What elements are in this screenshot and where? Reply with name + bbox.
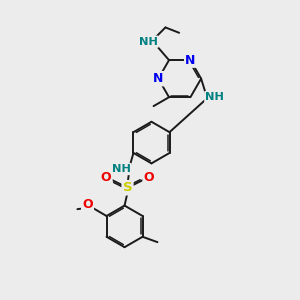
- Text: S: S: [123, 181, 132, 194]
- Text: O: O: [144, 171, 154, 184]
- Text: NH: NH: [206, 92, 224, 102]
- Text: N: N: [185, 54, 196, 67]
- Text: N: N: [153, 72, 164, 85]
- Text: NH: NH: [112, 164, 130, 174]
- Text: O: O: [82, 198, 93, 211]
- Text: NH: NH: [139, 37, 158, 47]
- Text: O: O: [101, 171, 111, 184]
